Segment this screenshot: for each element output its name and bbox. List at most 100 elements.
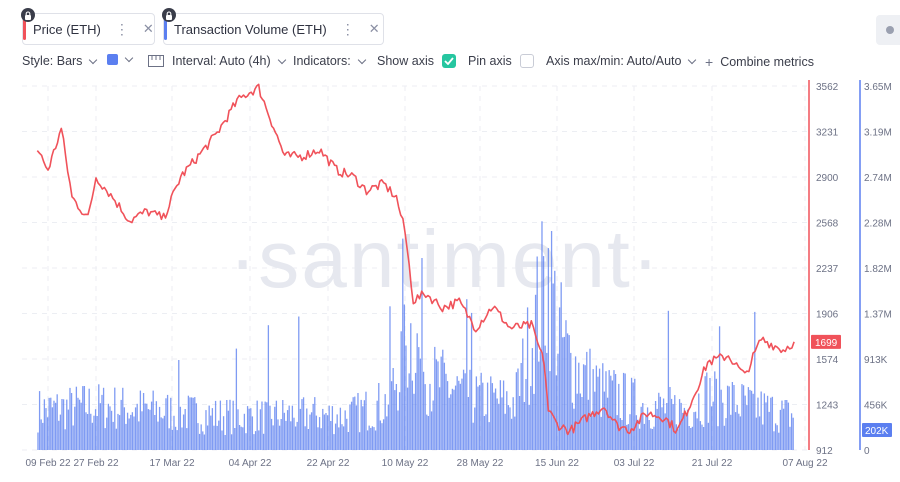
lock-icon[interactable] — [21, 8, 35, 22]
volume-bar — [616, 415, 618, 450]
volume-bar — [613, 370, 615, 450]
volume-bar — [712, 401, 714, 450]
volume-bar — [506, 391, 508, 450]
volume-bar — [555, 375, 558, 450]
volume-bar — [722, 402, 724, 450]
volume-bar — [448, 397, 450, 450]
volume-bar — [763, 393, 766, 450]
volume-bar — [114, 387, 116, 450]
x-tick-label: 27 Feb 22 — [73, 458, 118, 469]
volume-bar — [453, 389, 455, 450]
volume-bar — [493, 392, 495, 450]
volume-bar — [154, 415, 156, 450]
close-icon[interactable]: ✕ — [142, 21, 154, 36]
volume-bar — [702, 427, 705, 450]
tab-price[interactable]: Price (ETH) ⋮ ✕ — [21, 8, 155, 45]
more-options-icon[interactable]: ⋮ — [114, 20, 129, 37]
lock-icon[interactable] — [162, 8, 176, 22]
volume-bar — [74, 406, 76, 450]
volume-bar — [48, 397, 50, 450]
volume-bar — [234, 428, 236, 450]
volume-bar — [710, 406, 713, 450]
volume-bar — [744, 395, 746, 450]
volume-bar — [266, 402, 268, 450]
volume-bar — [181, 427, 183, 450]
volume-bar — [246, 406, 249, 450]
volume-bar — [104, 428, 106, 450]
volume-bar — [626, 424, 628, 450]
volume-bar — [267, 325, 270, 450]
volume-bar — [611, 380, 614, 450]
volume-bar — [42, 422, 44, 450]
axis-range-select[interactable]: Axis max/min: Auto/Auto — [546, 54, 697, 68]
volume-bar — [430, 411, 433, 450]
show-axis-checkbox[interactable] — [441, 54, 456, 68]
volume-bar — [197, 423, 199, 450]
volume-bar — [550, 231, 553, 450]
volume-bar — [538, 361, 540, 450]
volume-bar — [160, 417, 162, 450]
volume-bar — [741, 384, 743, 450]
volume-bar — [570, 352, 572, 450]
volume-bar — [648, 420, 650, 450]
volume-bar — [72, 425, 74, 450]
volume-bar — [525, 379, 527, 450]
volume-bar — [262, 433, 265, 450]
volume-bar — [480, 372, 482, 450]
volume-bar — [552, 283, 554, 450]
volume-bar — [381, 423, 383, 450]
volume-bar — [582, 364, 585, 450]
volume-bar — [256, 400, 258, 450]
volume-bar — [205, 410, 207, 450]
volume-bar — [563, 336, 566, 450]
style-select[interactable]: Style: Bars — [22, 54, 98, 68]
volume-bar — [107, 403, 110, 450]
volume-bar — [765, 402, 767, 450]
combine-metrics-label: Combine metrics — [720, 55, 814, 69]
volume-bar — [562, 337, 564, 450]
volume-bar — [280, 419, 282, 450]
volume-bar — [390, 381, 393, 450]
price-tick-label: 1906 — [816, 310, 839, 321]
combine-metrics-button[interactable]: + Combine metrics — [705, 54, 814, 70]
volume-bar — [584, 365, 586, 450]
volume-bar — [456, 376, 458, 450]
volume-bar — [565, 320, 567, 450]
show-axis-toggle[interactable]: Show axis — [377, 54, 456, 68]
volume-bar — [309, 414, 311, 450]
volume-bar — [566, 333, 569, 450]
price-tick-label: 2568 — [816, 219, 839, 230]
volume-bar — [56, 394, 58, 450]
price-tick-label: 2237 — [816, 264, 839, 275]
settings-dot-button[interactable] — [876, 15, 900, 45]
pin-axis-checkbox[interactable] — [519, 54, 534, 68]
more-options-icon[interactable]: ⋮ — [340, 20, 355, 37]
volume-bar — [80, 402, 82, 450]
volume-bar — [632, 382, 634, 450]
tab-transaction-volume[interactable]: Transaction Volume (ETH) ⋮ ✕ — [162, 8, 384, 45]
volume-bar — [531, 348, 534, 450]
volume-bar — [258, 430, 260, 450]
volume-bar — [638, 428, 641, 450]
volume-bar — [282, 400, 284, 450]
volume-bar — [578, 362, 580, 450]
volume-bar — [483, 416, 486, 450]
volume-bar — [491, 383, 494, 450]
color-select[interactable] — [107, 53, 134, 65]
price-tick-label: 3562 — [816, 82, 839, 93]
close-icon[interactable]: ✕ — [368, 21, 380, 36]
interval-select[interactable]: Interval: Auto (4h) — [148, 54, 286, 68]
volume-bar — [61, 399, 63, 450]
volume-bar — [754, 311, 756, 450]
volume-bar — [139, 390, 142, 450]
pin-axis-toggle[interactable]: Pin axis — [468, 54, 534, 68]
indicators-select[interactable]: Indicators: — [293, 54, 366, 68]
current-volume-label: 202K — [865, 426, 889, 437]
volume-bar — [285, 420, 287, 450]
volume-bar — [360, 399, 362, 450]
volume-bar — [392, 368, 394, 450]
volume-bar — [462, 369, 465, 450]
volume-bar — [704, 376, 706, 450]
volume-bar — [776, 425, 778, 450]
